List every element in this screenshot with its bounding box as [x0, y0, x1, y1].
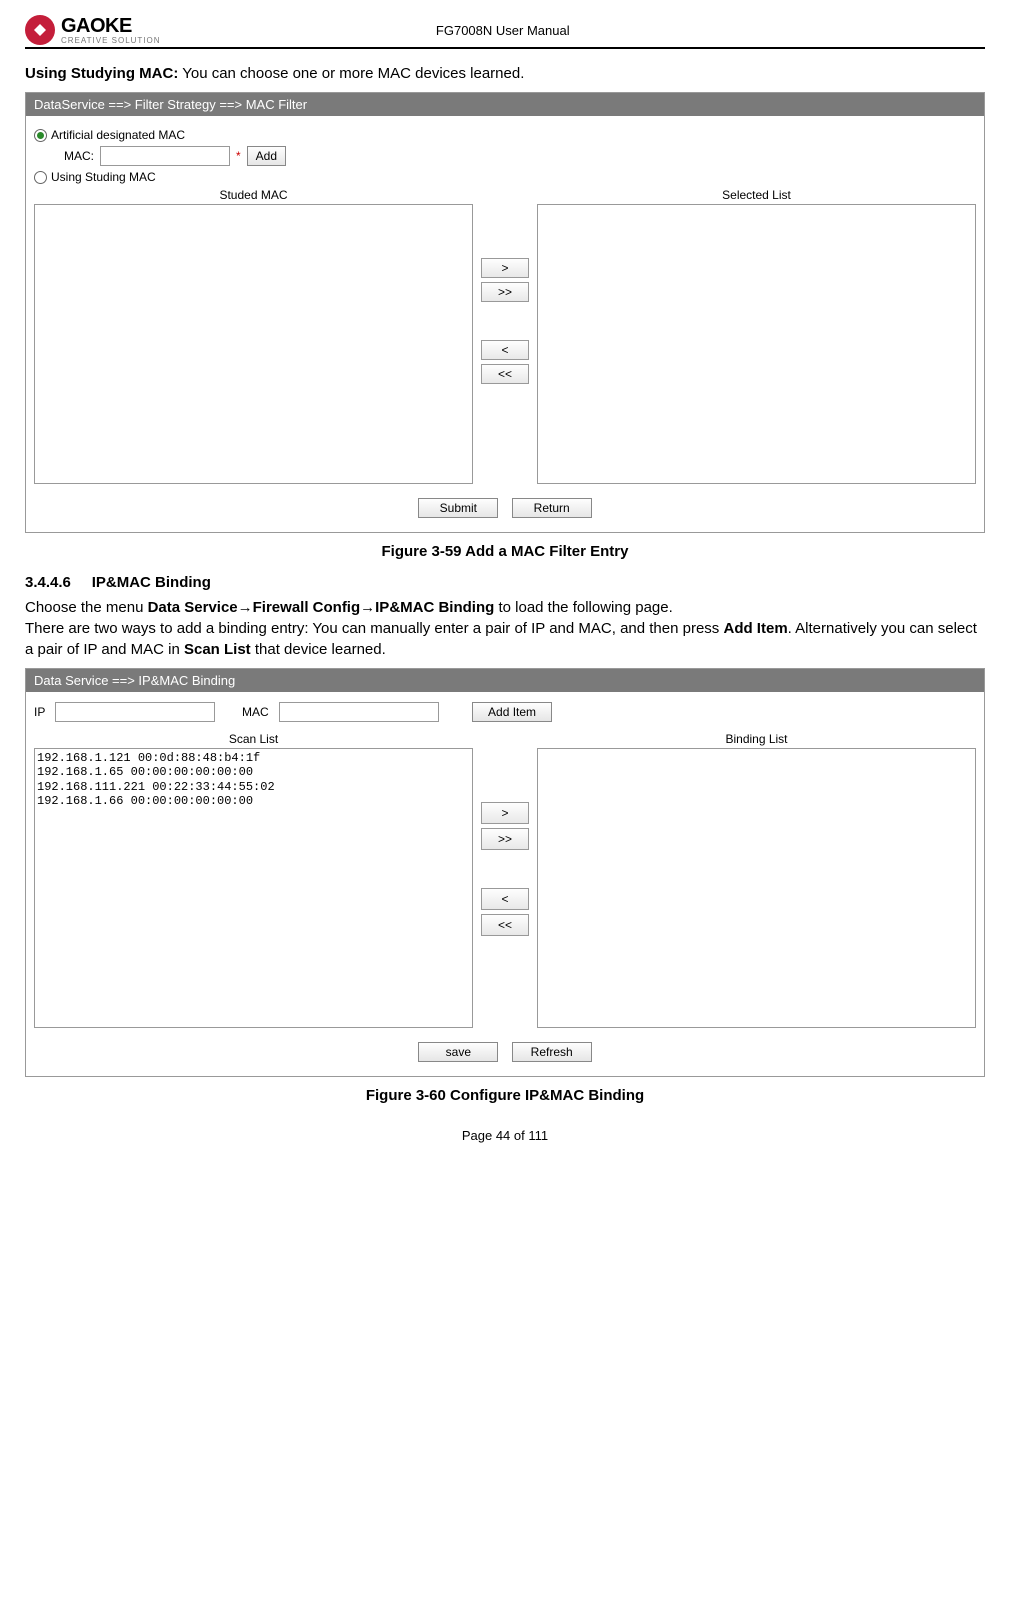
p2-b2: Add Item: [723, 620, 787, 637]
doc-title: FG7008N User Manual: [161, 23, 845, 38]
radio-artificial-mac[interactable]: [34, 129, 47, 142]
fig59-titlebar: DataService ==> Filter Strategy ==> MAC …: [26, 93, 984, 116]
figure-60-panel: Data Service ==> IP&MAC Binding IP MAC A…: [25, 668, 985, 1077]
radio-studying-mac[interactable]: [34, 171, 47, 184]
scan-list[interactable]: 192.168.1.121 00:0d:88:48:b4:1f192.168.1…: [34, 748, 473, 1028]
fig60-left-header: Scan List: [34, 732, 473, 746]
binding-list[interactable]: [537, 748, 976, 1028]
figure-59-panel: DataService ==> Filter Strategy ==> MAC …: [25, 92, 985, 533]
move-left-button-60[interactable]: <: [481, 888, 529, 910]
fig60-caption: Figure 3-60 Configure IP&MAC Binding: [25, 1087, 985, 1104]
p2-t1: Choose the menu: [25, 599, 148, 616]
required-star: *: [236, 149, 241, 163]
intro-paragraph: Using Studying MAC: You can choose one o…: [25, 63, 985, 84]
brand-logo: GAOKE CREATIVE SOLUTION: [25, 15, 161, 45]
fig59-caption: Figure 3-59 Add a MAC Filter Entry: [25, 543, 985, 560]
page-number: Page 44 of 111: [25, 1128, 985, 1143]
fig60-titlebar: Data Service ==> IP&MAC Binding: [26, 669, 984, 692]
add-button[interactable]: Add: [247, 146, 286, 166]
fig59-right-header: Selected List: [537, 188, 976, 202]
move-all-left-button[interactable]: <<: [481, 364, 529, 384]
mac-label: MAC:: [64, 149, 94, 163]
section-number: 3.4.4.6: [25, 574, 71, 591]
list-item[interactable]: 192.168.1.65 00:00:00:00:00:00: [37, 765, 470, 779]
brand-subtitle: CREATIVE SOLUTION: [61, 36, 161, 45]
p2-t2: to load the following page.: [494, 599, 672, 616]
radio-artificial-label: Artificial designated MAC: [51, 128, 185, 142]
p2-t3: There are two ways to add a binding entr…: [25, 620, 723, 637]
fig59-right-list[interactable]: [537, 204, 976, 484]
fig59-left-header: Studed MAC: [34, 188, 473, 202]
list-item[interactable]: 192.168.111.221 00:22:33:44:55:02: [37, 780, 470, 794]
list-item[interactable]: 192.168.1.121 00:0d:88:48:b4:1f: [37, 751, 470, 765]
fig60-right-header: Binding List: [537, 732, 976, 746]
intro-bold: Using Studying MAC:: [25, 65, 178, 82]
logo-circle-icon: [25, 15, 55, 45]
move-all-left-button-60[interactable]: <<: [481, 914, 529, 936]
ip-input[interactable]: [55, 702, 215, 722]
refresh-button[interactable]: Refresh: [512, 1042, 592, 1062]
intro-rest: You can choose one or more MAC devices l…: [178, 65, 524, 82]
fig59-dual-list: Studed MAC > >> < << Selected List: [34, 188, 976, 484]
return-button[interactable]: Return: [512, 498, 592, 518]
p2-b3: Scan List: [184, 641, 251, 658]
mac-input-60[interactable]: [279, 702, 439, 722]
move-right-button-60[interactable]: >: [481, 802, 529, 824]
p2-b1: Data Service→Firewall Config→IP&MAC Bind…: [148, 599, 495, 616]
submit-button[interactable]: Submit: [418, 498, 498, 518]
move-left-button[interactable]: <: [481, 340, 529, 360]
move-right-button[interactable]: >: [481, 258, 529, 278]
section-paragraph: Choose the menu Data Service→Firewall Co…: [25, 597, 985, 660]
save-button[interactable]: save: [418, 1042, 498, 1062]
add-item-button[interactable]: Add Item: [472, 702, 552, 722]
fig59-left-list[interactable]: [34, 204, 473, 484]
p2-t5: that device learned.: [251, 641, 386, 658]
section-heading: 3.4.4.6 IP&MAC Binding: [25, 574, 985, 591]
ip-label: IP: [34, 705, 45, 719]
radio-studying-label: Using Studing MAC: [51, 170, 156, 184]
mac-label-60: MAC: [242, 705, 269, 719]
brand-name: GAOKE: [61, 15, 161, 38]
section-title: IP&MAC Binding: [92, 574, 211, 591]
fig60-dual-list: Scan List 192.168.1.121 00:0d:88:48:b4:1…: [34, 732, 976, 1028]
page-header: GAOKE CREATIVE SOLUTION FG7008N User Man…: [25, 15, 985, 49]
move-all-right-button-60[interactable]: >>: [481, 828, 529, 850]
move-all-right-button[interactable]: >>: [481, 282, 529, 302]
list-item[interactable]: 192.168.1.66 00:00:00:00:00:00: [37, 794, 470, 808]
mac-input[interactable]: [100, 146, 230, 166]
